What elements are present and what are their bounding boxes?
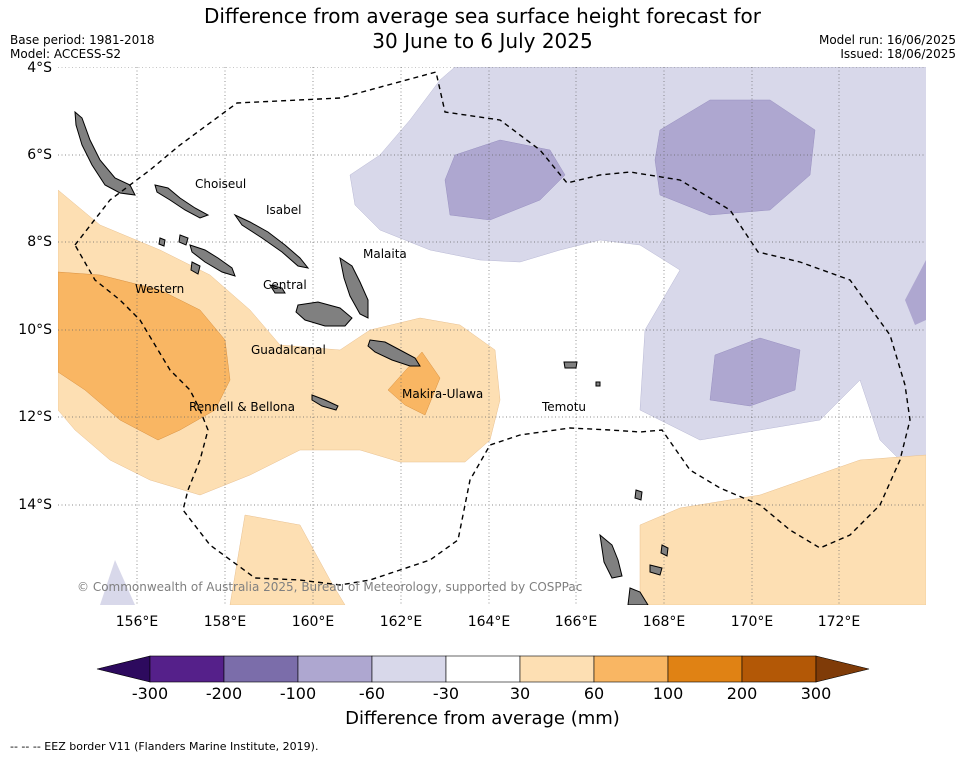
colorbar-label: 60 [583,684,605,703]
title-line-1: Difference from average sea surface heig… [203,4,762,28]
island-small-west-1 [178,234,189,246]
lat-label: 14°S [18,497,52,513]
anomaly-positive-light-south [229,514,346,605]
island-vanuatu-3 [649,564,663,576]
land-masses [74,110,669,605]
island-choiseul [154,184,210,219]
place-label-isabel: Isabel [266,203,302,217]
map-title: Difference from average sea surface heig… [0,4,965,54]
place-label-western: Western [135,282,185,296]
colorbar-swatch [667,655,743,683]
place-label-choiseul: Choiseul [195,177,247,191]
lat-label: 8°S [27,234,52,250]
lon-label: 162°E [379,614,423,630]
colorbar-title: Difference from average (mm) [345,708,620,729]
anomaly-negative-mid-5 [100,560,135,605]
lon-label: 158°E [203,614,247,630]
place-label-guadalcanal: Guadalcanal [251,343,326,357]
colorbar-label: 200 [726,684,758,703]
anomaly-negative-mid-3 [709,337,801,407]
issued-text: Issued: 18/06/2025 [840,47,956,61]
colorbar-label: 300 [800,684,832,703]
meta-right: Model run: 16/06/2025 Issued: 18/06/2025 [819,33,956,61]
place-label-rennell-bellona: Rennell & Bellona [189,400,296,414]
map-layers [58,67,926,605]
island-vanuatu-1 [599,533,623,579]
meta-left: Base period: 1981-2018 Model: ACCESS-S2 [10,33,155,61]
copyright-text: © Commonwealth of Australia 2025, Bureau… [77,580,583,594]
island-vanuatu-5 [634,489,643,501]
anomaly-positive-light-east [639,454,926,605]
base-period-text: Base period: 1981-2018 [10,33,155,47]
colorbar-arrow-left [96,655,151,683]
island-makira [367,339,421,367]
colorbar-arrow-right [815,655,870,683]
island-vanuatu-2 [627,587,649,605]
colorbar-swatch [223,655,299,683]
colorbar-label: -30 [432,684,460,703]
place-label-central: Central [263,278,307,292]
lon-label: 170°E [730,614,774,630]
colorbar-swatch [519,655,595,683]
island-new-georgia [189,244,236,277]
colorbar-swatch [593,655,669,683]
colorbar-label: -60 [358,684,386,703]
lat-label: 4°S [27,60,52,76]
lat-label: 12°S [18,409,52,425]
colorbar-label: 100 [652,684,684,703]
anomaly-negative-mid-4 [905,260,926,325]
lon-label: 160°E [291,614,335,630]
colorbar-swatch [297,655,373,683]
anomaly-negative-mid-2 [654,99,816,216]
model-text: Model: ACCESS-S2 [10,47,122,61]
island-small-west-3 [190,261,201,275]
place-label-makira-ulawa: Makira-Ulawa [402,387,484,401]
colorbar-swatch [371,655,447,683]
colorbar-label: 30 [509,684,531,703]
lon-label: 156°E [115,614,159,630]
colorbar-label: -200 [205,684,243,703]
island-temotu-2 [595,381,601,387]
place-label-malaita: Malaita [363,247,407,261]
title-line-2: 30 June to 6 July 2025 [372,29,593,53]
island-temotu-1 [563,361,578,369]
colorbar-swatch [741,655,817,683]
island-vanuatu-4 [660,544,669,557]
lat-label: 10°S [18,322,52,338]
anomaly-negative-mid-1 [444,139,566,221]
lat-label: 6°S [27,147,52,163]
island-rennell [311,394,339,411]
island-guadalcanal [295,301,353,327]
lon-label: 172°E [817,614,861,630]
island-isabel [233,213,310,269]
colorbar-label: -100 [279,684,317,703]
colorbar-swatch [149,655,225,683]
colorbar [96,655,870,683]
island-small-west-2 [158,237,166,247]
colorbar-swatch [445,655,521,683]
model-run-text: Model run: 16/06/2025 [818,33,956,47]
grid-lines [58,67,926,605]
colorbar-label: -300 [131,684,169,703]
anomaly-positive-mid-west [58,271,231,441]
lon-label: 168°E [642,614,686,630]
island-central [268,284,286,294]
island-malaita [339,256,369,319]
anomaly-positive-mid-makira [387,351,441,416]
eez-legend-note: -- -- -- EEZ border V11 (Flanders Marine… [10,740,319,753]
place-label-temotu: Temotu [542,400,587,414]
lon-label: 164°E [467,614,511,630]
lon-label: 166°E [554,614,598,630]
island-bougainville [74,110,136,196]
